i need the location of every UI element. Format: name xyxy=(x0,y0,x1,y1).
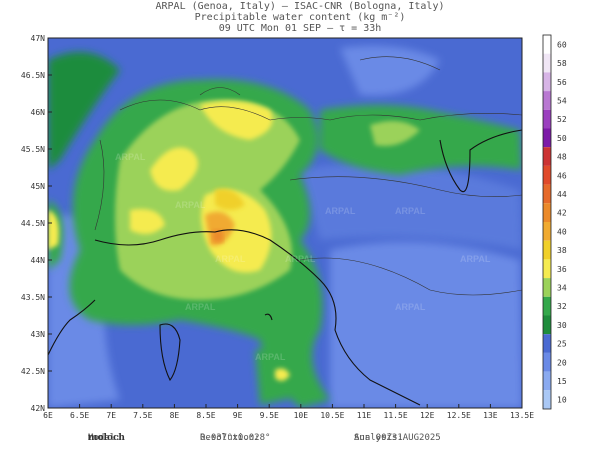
watermark-text: ARPAL xyxy=(185,302,216,312)
lat-label: 44.5N xyxy=(21,219,45,228)
colorbar-swatch xyxy=(543,184,551,204)
colorbar-label: 25 xyxy=(557,340,567,349)
colorbar-label: 52 xyxy=(557,115,567,124)
watermark-text: ARPAL xyxy=(395,302,426,312)
header-line-3: 09 UTC Mon 01 SEP — τ = 33h xyxy=(218,23,382,34)
colorbar-swatch xyxy=(543,91,551,110)
model-label: Model: xyxy=(88,433,121,443)
colorbar-label: 40 xyxy=(557,227,567,236)
longitude-labels: 6E 6.5E 7E 7.5E 8E 8.5E 9E 9.5E 10E 10.5E 11E 11.5E… xyxy=(43,411,534,420)
field-layer xyxy=(48,38,522,408)
colorbar-label: 50 xyxy=(557,134,567,143)
colorbar-label: 36 xyxy=(557,265,567,274)
watermark-text: ARPAL xyxy=(395,206,426,216)
colorbar-swatch xyxy=(543,240,551,260)
colorbar: 60 58 56 54 52 50 48 46 44 42 40 38 36 34 32 30 25 20 15 10 xyxy=(542,34,567,410)
colorbar-swatch xyxy=(543,278,551,297)
analysis-label: Analysis: xyxy=(354,433,403,443)
colorbar-label: 38 xyxy=(557,246,567,255)
colorbar-swatch xyxy=(543,222,551,241)
lon-label: 7.5E xyxy=(133,411,152,420)
lat-label: 42.5N xyxy=(21,367,45,376)
lon-label: 6.5E xyxy=(70,411,89,420)
colorbar-label: 42 xyxy=(557,209,567,218)
colorbar-label: 46 xyxy=(557,171,567,180)
watermark-text: ARPAL xyxy=(175,200,206,210)
colorbar-label: 48 xyxy=(557,153,567,162)
colorbar-label: 34 xyxy=(557,283,567,292)
lon-label: 12.5E xyxy=(447,411,471,420)
lon-label: 8.5E xyxy=(196,411,215,420)
colorbar-label: 60 xyxy=(557,40,567,49)
coastline-layer xyxy=(48,129,522,406)
watermark-text: ARPAL xyxy=(215,254,246,264)
lat-label: 45N xyxy=(31,182,46,191)
colorbar-swatch xyxy=(543,35,551,54)
resolution-value: 0.037°x0.028° xyxy=(200,433,271,443)
lat-label: 43N xyxy=(31,330,46,339)
latitude-labels: 47N 46.5N 46N 45.5N 45N 44.5N 44N 43.5N 43N 42.5N… xyxy=(21,34,45,413)
colorbar-swatch xyxy=(543,296,551,316)
watermark-text: ARPAL xyxy=(115,152,146,162)
lon-label: 11.5E xyxy=(384,411,408,420)
colorbar-label: 54 xyxy=(557,96,567,105)
colorbar-swatch xyxy=(543,147,551,166)
colorbar-swatch xyxy=(543,109,551,129)
model-name: moloch xyxy=(88,433,125,443)
lon-label: 13E xyxy=(483,411,498,420)
watermark-text: ARPAL xyxy=(460,254,491,264)
lon-label: 8E xyxy=(170,411,180,420)
lat-label: 42N xyxy=(31,404,46,413)
colorbar-label: 10 xyxy=(557,396,567,405)
lon-label: 11E xyxy=(357,411,372,420)
colorbar-swatch xyxy=(543,203,551,222)
lat-label: 47N xyxy=(31,34,46,43)
colorbar-label: 44 xyxy=(557,190,567,199)
lon-label: 10.5E xyxy=(320,411,344,420)
colorbar-swatch xyxy=(543,352,551,372)
colorbar-swatch xyxy=(543,390,551,409)
watermark-text: ARPAL xyxy=(255,352,286,362)
colorbar-swatch xyxy=(543,128,551,148)
colorbar-label: 15 xyxy=(557,377,567,386)
lat-label: 45.5N xyxy=(21,145,45,154)
colorbar-swatch xyxy=(543,165,551,185)
lat-label: 46.5N xyxy=(21,71,45,80)
axis-ticks xyxy=(47,37,523,409)
colorbar-label: 58 xyxy=(557,59,567,68)
colorbar-swatch xyxy=(543,53,551,73)
lon-label: 9E xyxy=(233,411,243,420)
colorbar-swatch xyxy=(543,315,551,335)
lat-label: 44N xyxy=(31,256,46,265)
colorbar-label: 20 xyxy=(557,358,567,367)
watermark-text: ARPAL xyxy=(325,206,356,216)
lon-label: 13.5E xyxy=(510,411,534,420)
border-layer xyxy=(94,56,522,296)
colorbar-frame xyxy=(542,34,552,410)
watermark-layer: ARPAL ARPAL ARPAL ARPAL ARPAL ARPAL ARPAL ARPAL… xyxy=(115,152,491,362)
lon-label: 10E xyxy=(294,411,309,420)
lat-label: 46N xyxy=(31,108,46,117)
analysis-value: Sun 00Z31AUG2025 xyxy=(354,433,441,443)
lon-label: 7E xyxy=(106,411,116,420)
lon-label: 12E xyxy=(420,411,435,420)
watermark-text: ARPAL xyxy=(285,254,316,264)
colorbar-swatch xyxy=(543,259,551,279)
lat-label: 43.5N xyxy=(21,293,45,302)
header-line-2: Precipitable water content (kg m⁻²) xyxy=(194,12,406,23)
lon-label: 9.5E xyxy=(260,411,279,420)
lon-label: 6E xyxy=(43,411,53,420)
resolution-label: Resolution: xyxy=(200,433,260,443)
colorbar-label: 32 xyxy=(557,302,567,311)
colorbar-swatch xyxy=(543,72,551,92)
colorbar-swatch xyxy=(543,371,551,391)
colorbar-swatch xyxy=(543,334,551,353)
colorbar-label: 56 xyxy=(557,78,567,87)
header-line-1: ARPAL (Genoa, Italy) — ISAC-CNR (Bologna… xyxy=(155,1,445,12)
colorbar-label: 30 xyxy=(557,321,567,330)
